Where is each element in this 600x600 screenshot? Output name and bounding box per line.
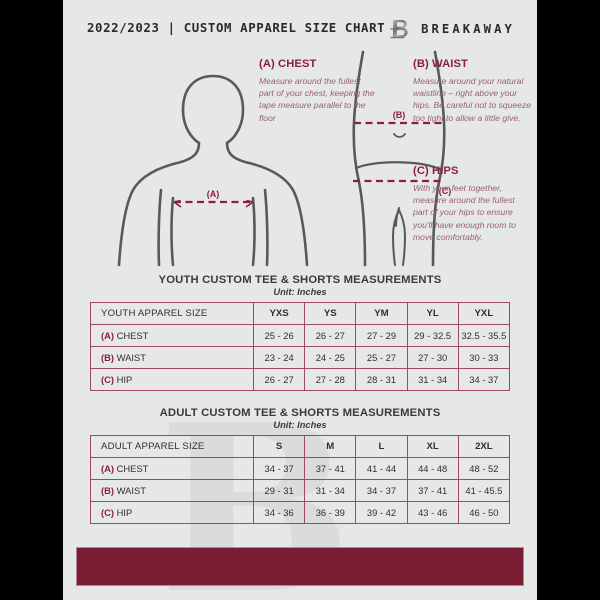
youth-col-3: YL: [406, 302, 459, 325]
youth-row-header-label: YOUTH APPAREL SIZE: [90, 302, 254, 325]
footer-bar: [76, 547, 524, 586]
body-figures-illustration: (A) (B) (C): [117, 50, 452, 267]
adult-hip-s: 34 - 36: [252, 501, 306, 524]
adult-table-title: ADULT CUSTOM TEE & SHORTS MEASUREMENTS: [159, 407, 441, 419]
youth-hip-yxl: 34 - 37: [457, 368, 511, 391]
youth-hip-yxs: 26 - 27: [252, 368, 306, 391]
youth-row-label-hip: (C) HIP: [90, 368, 254, 391]
adult-waist-m: 31 - 34: [304, 479, 357, 502]
adult-chest-2xl: 48 - 52: [457, 457, 511, 480]
youth-table-unit: Unit: Inches: [273, 287, 327, 297]
adult-size-table: ADULT APPAREL SIZE S M L XL 2XL (A) CHES…: [90, 435, 511, 524]
youth-chest-yxs: 25 - 26: [252, 324, 306, 347]
youth-col-2: YM: [355, 302, 408, 325]
page-title: 2022/2023 | CUSTOM APPAREL SIZE CHART: [87, 20, 386, 35]
youth-size-table-block: YOUTH CUSTOM TEE & SHORTS MEASUREMENTS U…: [90, 274, 511, 391]
youth-row-label-chest: (A) CHEST: [90, 324, 254, 347]
youth-hip-yl: 31 - 34: [406, 368, 459, 391]
row-tag: (B): [101, 352, 115, 363]
row-label: HIP: [116, 507, 133, 518]
adult-chest-l: 41 - 44: [355, 457, 408, 480]
hip-line-label: (C): [439, 186, 452, 196]
youth-chest-yxl: 32.5 - 35.5: [457, 324, 511, 347]
youth-waist-ys: 24 - 25: [304, 346, 357, 369]
table-row: (C) HIP 26 - 27 27 - 28 28 - 31 31 - 34 …: [90, 368, 511, 391]
adult-col-2: L: [355, 435, 408, 458]
adult-row-label-waist: (B) WAIST: [90, 479, 254, 502]
chest-measure-line: [173, 199, 254, 208]
adult-row-header-label: ADULT APPAREL SIZE: [90, 435, 254, 458]
adult-col-3: XL: [406, 435, 459, 458]
youth-waist-ym: 25 - 27: [355, 346, 408, 369]
callout-hips-body: With your feet together, measure around …: [413, 183, 516, 242]
adult-hip-xl: 43 - 46: [406, 501, 459, 524]
adult-waist-s: 29 - 31: [252, 479, 306, 502]
adult-hip-l: 39 - 42: [355, 501, 408, 524]
page-header: 2022/2023 | CUSTOM APPAREL SIZE CHART: [63, 0, 537, 55]
callout-waist: (B) WAIST Measure around your natural wa…: [413, 58, 531, 124]
youth-table-title: YOUTH CUSTOM TEE & SHORTS MEASUREMENTS: [158, 274, 442, 286]
youth-waist-yxs: 23 - 24: [252, 346, 306, 369]
youth-waist-yl: 27 - 30: [406, 346, 459, 369]
brand-name: BREAKAWAY: [421, 22, 515, 36]
adult-row-label-chest: (A) CHEST: [90, 457, 254, 480]
youth-col-1: YS: [304, 302, 357, 325]
callout-chest-body: Measure around the fullest part of your …: [259, 76, 375, 123]
adult-hip-2xl: 46 - 50: [457, 501, 511, 524]
breakaway-b-logo-icon: [386, 16, 412, 42]
youth-col-4: YXL: [457, 302, 511, 325]
callout-chest: (A) CHEST Measure around the fullest par…: [259, 58, 377, 124]
callout-hips: (C) HIPS With your feet together, measur…: [413, 165, 531, 243]
callout-chest-heading: (A) CHEST: [259, 58, 317, 70]
callout-hips-heading: (C) HIPS: [413, 165, 459, 177]
adult-waist-l: 34 - 37: [355, 479, 408, 502]
table-header-row: YOUTH APPAREL SIZE YXS YS YM YL YXL: [90, 302, 511, 325]
adult-chest-xl: 44 - 48: [406, 457, 459, 480]
youth-col-0: YXS: [252, 302, 306, 325]
adult-waist-2xl: 41 - 45.5: [457, 479, 511, 502]
chest-line-label: (A): [207, 189, 220, 199]
adult-row-label-hip: (C) HIP: [90, 501, 254, 524]
row-tag: (A): [101, 463, 115, 474]
table-header-row: ADULT APPAREL SIZE S M L XL 2XL: [90, 435, 511, 458]
row-label: HIP: [116, 374, 133, 385]
row-tag: (C): [101, 507, 115, 518]
youth-row-label-waist: (B) WAIST: [90, 346, 254, 369]
row-tag: (B): [101, 485, 115, 496]
table-row: (A) CHEST 25 - 26 26 - 27 27 - 29 29 - 3…: [90, 324, 511, 347]
youth-size-table: YOUTH APPAREL SIZE YXS YS YM YL YXL (A) …: [90, 302, 511, 391]
row-label: CHEST: [116, 330, 149, 341]
adult-waist-xl: 37 - 41: [406, 479, 459, 502]
adult-col-1: M: [304, 435, 357, 458]
adult-col-0: S: [252, 435, 306, 458]
row-label: WAIST: [116, 485, 146, 496]
youth-chest-yl: 29 - 32.5: [406, 324, 459, 347]
table-row: (B) WAIST 29 - 31 31 - 34 34 - 37 37 - 4…: [90, 479, 511, 502]
callout-waist-heading: (B) WAIST: [413, 58, 468, 70]
row-label: CHEST: [116, 463, 149, 474]
size-chart-page: B 2022/2023 | CUSTOM APPAREL SIZE CHART: [63, 0, 537, 600]
youth-hip-ys: 27 - 28: [304, 368, 357, 391]
adult-col-4: 2XL: [457, 435, 511, 458]
youth-chest-ym: 27 - 29: [355, 324, 408, 347]
adult-chest-m: 37 - 41: [304, 457, 357, 480]
table-row: (B) WAIST 23 - 24 24 - 25 25 - 27 27 - 3…: [90, 346, 511, 369]
adult-hip-m: 36 - 39: [304, 501, 357, 524]
youth-hip-ym: 28 - 31: [355, 368, 408, 391]
waist-line-label: (B): [393, 110, 406, 120]
youth-chest-ys: 26 - 27: [304, 324, 357, 347]
youth-waist-yxl: 30 - 33: [457, 346, 511, 369]
row-tag: (C): [101, 374, 115, 385]
table-row: (A) CHEST 34 - 37 37 - 41 41 - 44 44 - 4…: [90, 457, 511, 480]
adult-size-table-block: ADULT CUSTOM TEE & SHORTS MEASUREMENTS U…: [90, 407, 511, 524]
brand-lockup: BREAKAWAY: [386, 16, 515, 42]
row-label: WAIST: [116, 352, 146, 363]
adult-chest-s: 34 - 37: [252, 457, 306, 480]
measurement-diagram: (A) (B) (C) (A) CHEST Measure around the…: [63, 50, 537, 272]
table-row: (C) HIP 34 - 36 36 - 39 39 - 42 43 - 46 …: [90, 501, 511, 524]
callout-waist-body: Measure around your natural waistline – …: [413, 76, 532, 123]
row-tag: (A): [101, 330, 115, 341]
adult-table-unit: Unit: Inches: [273, 420, 327, 430]
